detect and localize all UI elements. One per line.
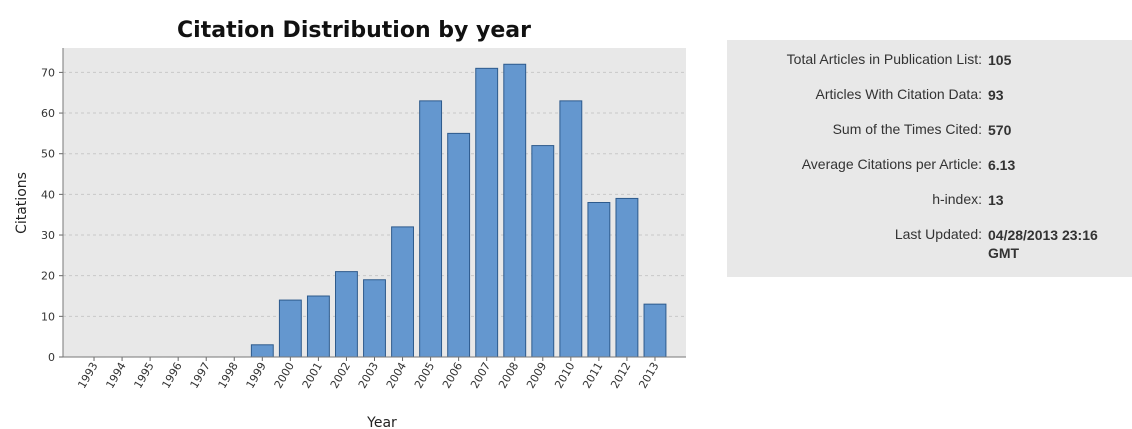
bar xyxy=(335,271,358,358)
bar xyxy=(419,100,443,358)
bar xyxy=(615,197,639,358)
x-tick-label: 1999 xyxy=(244,360,269,391)
x-tick-label: 2003 xyxy=(356,360,381,391)
x-tick-label: 1994 xyxy=(103,360,128,391)
bar xyxy=(531,145,555,358)
bar xyxy=(306,295,330,358)
x-tick-label: 2001 xyxy=(300,360,325,391)
bar xyxy=(363,279,386,358)
x-tick-label: 2009 xyxy=(524,360,549,391)
y-tick-label: 50 xyxy=(41,148,55,161)
stat-value: 570 xyxy=(988,122,1012,138)
stat-value: 6.13 xyxy=(988,157,1016,173)
citation-stats-panel: Total Articles in Publication List: 105 … xyxy=(727,40,1132,277)
y-tick-label: 20 xyxy=(41,270,55,283)
x-tick-label: 1998 xyxy=(216,360,241,391)
y-tick-label: 70 xyxy=(41,66,55,79)
x-tick-label: 2005 xyxy=(412,360,437,391)
bar xyxy=(278,299,302,358)
bar xyxy=(559,100,583,358)
y-tick-label: 40 xyxy=(41,188,55,201)
stat-value: 93 xyxy=(988,87,1004,103)
x-tick-label: 2000 xyxy=(272,360,297,391)
x-tick-label: 1993 xyxy=(75,360,100,391)
y-axis-label: Citations xyxy=(14,172,30,234)
y-tick-label: 0 xyxy=(48,351,55,364)
bar xyxy=(475,67,499,358)
bar xyxy=(447,132,471,358)
x-tick-label: 1996 xyxy=(160,360,185,391)
stat-label: Total Articles in Publication List: xyxy=(786,51,982,67)
bar xyxy=(250,344,274,358)
bar xyxy=(643,303,667,358)
stat-value: 105 xyxy=(988,52,1012,68)
chart-title: Citation Distribution by year xyxy=(177,18,531,43)
x-tick-label: 1997 xyxy=(188,360,213,391)
stat-value: 13 xyxy=(988,192,1004,208)
x-tick-label: 2002 xyxy=(328,360,353,391)
stat-label: h-index: xyxy=(932,191,982,207)
stat-label: Last Updated: xyxy=(894,226,982,242)
x-tick-label: 2013 xyxy=(636,360,661,391)
x-tick-label: 2012 xyxy=(608,360,633,391)
y-tick-label: 10 xyxy=(41,310,55,323)
x-tick-label: 2006 xyxy=(440,360,465,391)
stat-label: Average Citations per Article: xyxy=(801,156,982,172)
x-tick-label: 2007 xyxy=(468,360,493,391)
y-tick-label: 60 xyxy=(41,107,55,120)
x-tick-label: 2008 xyxy=(496,360,521,391)
chart-svg: Citation Distribution by year 0 10 20 30 40 5… xyxy=(14,18,686,429)
stat-value: 04/28/2013 23:16 GMT xyxy=(988,227,1098,261)
citation-chart: Citation Distribution by year 0 10 20 30 40 5… xyxy=(14,18,686,429)
stat-label: Articles With Citation Data: xyxy=(815,86,983,102)
bar xyxy=(391,226,414,358)
x-axis-label: Year xyxy=(366,415,397,429)
x-tick-label: 2004 xyxy=(384,360,409,391)
y-tick-label: 30 xyxy=(41,229,55,242)
x-tick-label: 1995 xyxy=(131,360,156,391)
stat-label: Sum of the Times Cited: xyxy=(832,121,982,137)
x-tick-label: 2011 xyxy=(580,360,605,391)
bar xyxy=(503,63,527,358)
x-tick-label: 2010 xyxy=(552,360,577,391)
bar xyxy=(587,202,611,358)
